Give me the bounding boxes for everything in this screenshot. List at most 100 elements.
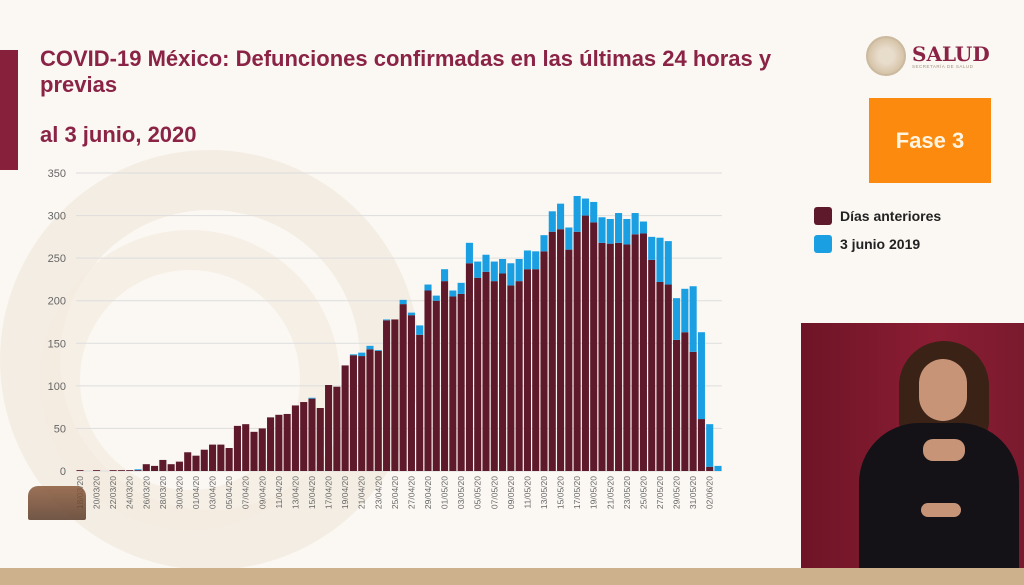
y-tick-label: 300 [48, 211, 66, 223]
bar-previous-days [175, 461, 183, 471]
bar-previous-days [407, 315, 415, 471]
bar-previous-days [631, 234, 639, 471]
bar-new-deaths [648, 236, 656, 260]
bar-new-deaths [515, 258, 523, 282]
x-tick-label: 28/03/20 [158, 476, 168, 509]
bar-previous-days [258, 428, 266, 471]
bar-previous-days [482, 271, 490, 471]
bar-previous-days [275, 414, 283, 471]
bar-new-deaths [590, 201, 598, 223]
bar-new-deaths [507, 263, 515, 286]
bar-previous-days [291, 405, 299, 471]
legend-swatch-new [814, 235, 832, 253]
bar-new-deaths [457, 282, 465, 294]
bar-new-deaths [134, 469, 142, 471]
bar-previous-days [242, 424, 250, 471]
x-tick-label: 11/04/20 [274, 476, 284, 509]
bar-previous-days [648, 259, 656, 471]
y-tick-label: 350 [48, 168, 66, 180]
bar-previous-days [689, 351, 697, 471]
bar-previous-days [598, 242, 606, 471]
bar-new-deaths [606, 218, 614, 244]
y-tick-label: 200 [48, 296, 66, 308]
x-tick-label: 17/04/20 [324, 476, 334, 509]
bar-previous-days [109, 470, 117, 471]
interpreter-hand [921, 503, 961, 517]
bar-previous-days [308, 398, 316, 471]
bar-new-deaths [639, 221, 647, 234]
y-tick-label: 0 [60, 466, 66, 478]
legend-swatch-previous [814, 207, 832, 225]
bar-previous-days [673, 339, 681, 471]
bar-new-deaths [557, 203, 565, 230]
bar-previous-days [499, 273, 507, 471]
bar-previous-days [424, 290, 432, 471]
x-tick-label: 05/04/20 [224, 476, 234, 509]
bar-previous-days [267, 417, 275, 471]
bar-new-deaths [615, 213, 623, 243]
interpreter-face [919, 359, 967, 421]
logo-name: SALUD [912, 41, 990, 66]
bar-previous-days [474, 277, 482, 471]
bar-new-deaths [664, 241, 672, 285]
x-tick-label: 05/05/20 [473, 476, 483, 509]
x-tick-label: 20/03/20 [92, 476, 102, 509]
bar-previous-days [300, 402, 308, 471]
bar-previous-days [225, 448, 233, 471]
bar-previous-days [349, 355, 357, 471]
bar-previous-days [325, 385, 333, 471]
bar-previous-days [664, 284, 672, 471]
bar-new-deaths [565, 227, 573, 250]
x-tick-label: 13/04/20 [290, 476, 300, 509]
sign-language-interpreter-video [801, 323, 1024, 568]
bar-new-deaths [540, 235, 548, 252]
bar-previous-days [706, 466, 714, 471]
bar-previous-days [449, 296, 457, 471]
y-tick-label: 250 [48, 253, 66, 265]
bar-new-deaths [689, 286, 697, 352]
bar-previous-days [416, 334, 424, 471]
bar-new-deaths [631, 213, 639, 235]
bar-previous-days [126, 470, 134, 471]
legend-label: 3 junio 2019 [840, 236, 921, 252]
x-tick-label: 21/04/20 [357, 476, 367, 509]
bar-previous-days [465, 263, 473, 471]
bar-previous-days [490, 281, 498, 471]
x-tick-label: 19/04/20 [340, 476, 350, 509]
bar-new-deaths [482, 254, 490, 272]
bar-new-deaths [358, 352, 366, 357]
bar-new-deaths [714, 465, 722, 471]
x-tick-label: 22/03/20 [108, 476, 118, 509]
bar-previous-days [184, 452, 192, 471]
legend-item-new: 3 junio 2019 [814, 230, 941, 258]
bar-new-deaths [581, 198, 589, 216]
bar-new-deaths [523, 250, 531, 270]
bar-previous-days [209, 444, 217, 471]
bar-new-deaths [432, 295, 440, 301]
x-tick-label: 15/04/20 [307, 476, 317, 509]
bar-previous-days [532, 269, 540, 471]
bar-previous-days [615, 242, 623, 471]
bar-previous-days [656, 281, 664, 471]
chart-legend: Días anteriores 3 junio 2019 [814, 202, 941, 258]
x-tick-label: 23/05/20 [622, 476, 632, 509]
x-tick-label: 27/04/20 [406, 476, 416, 509]
interpreter-hand [923, 439, 965, 461]
x-tick-label: 09/04/20 [257, 476, 267, 509]
bar-previous-days [441, 281, 449, 471]
bar-previous-days [548, 231, 556, 471]
phase-badge: Fase 3 [869, 98, 991, 183]
bar-new-deaths [681, 288, 689, 333]
bar-previous-days [358, 356, 366, 471]
bar-previous-days [623, 244, 631, 471]
bar-previous-days [681, 332, 689, 471]
x-tick-label: 15/05/20 [556, 476, 566, 509]
accent-bar [0, 50, 18, 170]
bar-previous-days [399, 304, 407, 471]
x-tick-label: 29/05/20 [672, 476, 682, 509]
bar-chart: 05010015020025030035018/03/2020/03/2022/… [48, 168, 722, 509]
bar-previous-days [581, 215, 589, 471]
bar-previous-days [697, 419, 705, 471]
bar-new-deaths [623, 218, 631, 245]
bar-previous-days [192, 455, 200, 471]
